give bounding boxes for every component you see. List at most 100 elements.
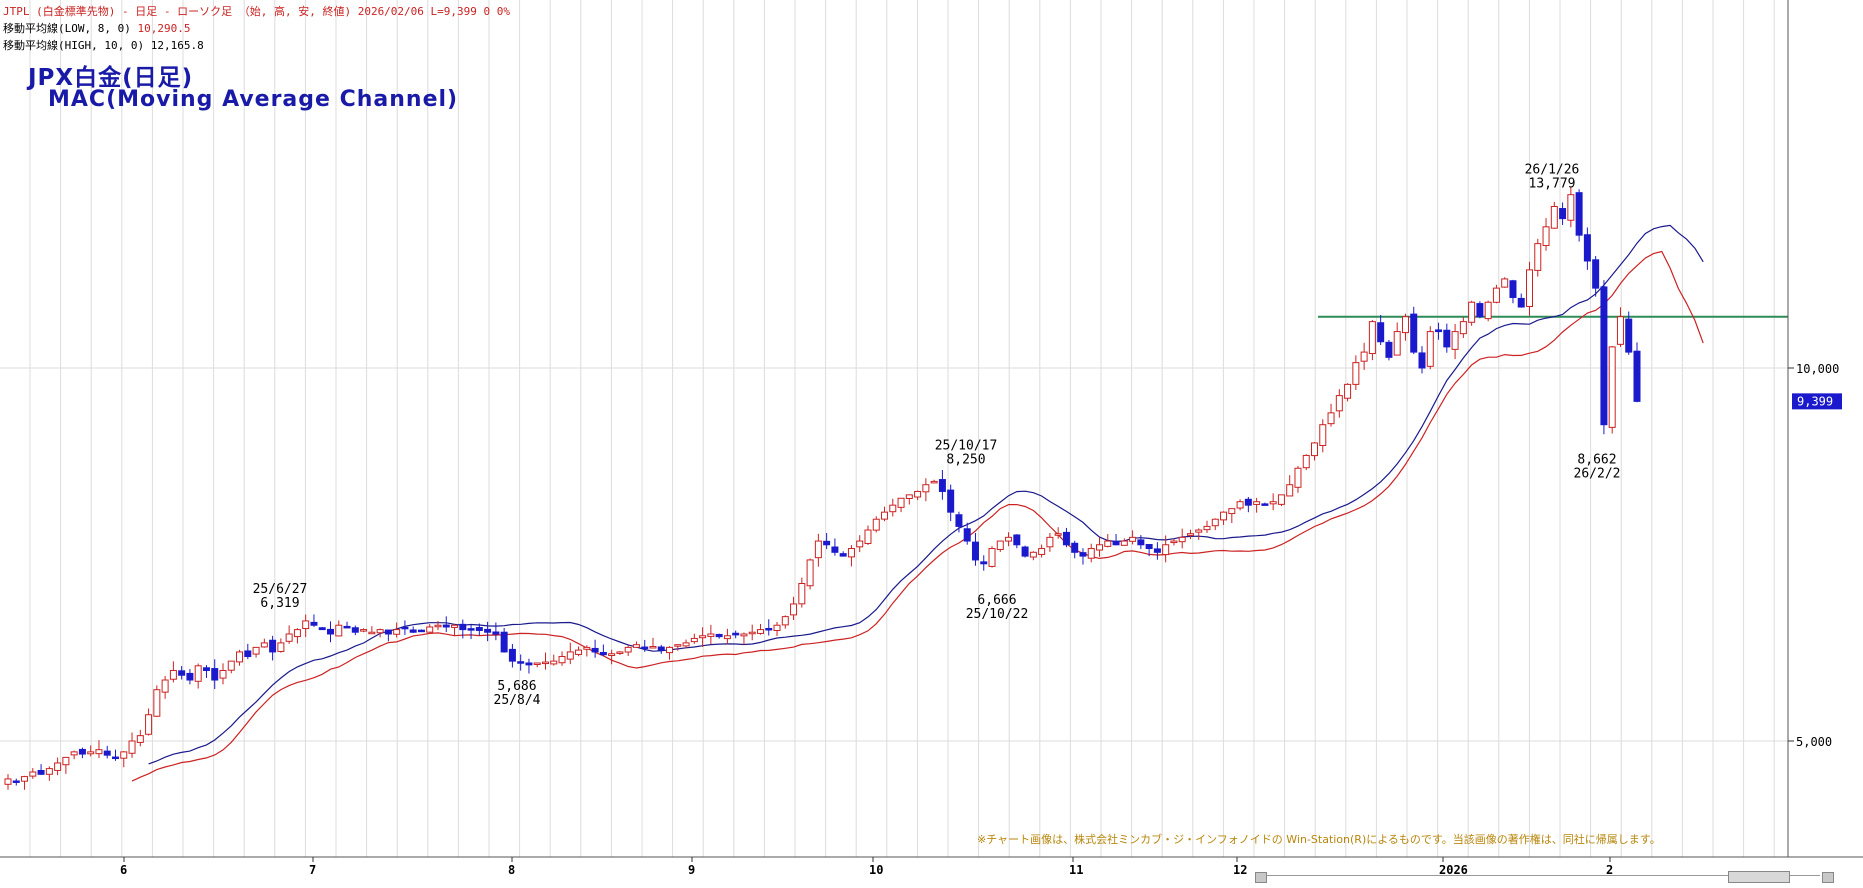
annotation-date: 25/10/17: [935, 439, 998, 454]
candle-down: [1517, 297, 1525, 308]
candle-up: [616, 651, 624, 654]
candle-down: [938, 479, 946, 492]
candle-up: [236, 651, 244, 663]
candle-down: [326, 628, 334, 635]
candle-down: [1145, 544, 1153, 550]
candle-up: [1344, 383, 1352, 399]
candle-up: [575, 649, 583, 655]
candle-down: [1021, 546, 1029, 557]
candle-down: [1418, 352, 1426, 369]
candle-down: [599, 651, 607, 656]
candle-up: [1294, 467, 1302, 488]
candle-up: [1550, 206, 1558, 229]
candle-up: [54, 762, 62, 771]
candle-down: [78, 748, 86, 755]
candle-down: [1625, 318, 1633, 353]
candle-up: [566, 651, 574, 660]
current-price-label: 9,399: [1797, 394, 1833, 408]
candle-up: [120, 751, 128, 759]
candle-up: [1393, 331, 1401, 356]
scroll-left-button[interactable]: [1255, 872, 1267, 883]
candle-down: [831, 546, 839, 553]
candle-up: [1087, 548, 1095, 559]
annotation-value: 6,666: [977, 593, 1016, 608]
candle-down: [1410, 313, 1418, 353]
candle-up: [335, 624, 343, 637]
candle-up: [922, 484, 930, 493]
candle-up: [1608, 346, 1616, 428]
candle-up: [806, 559, 814, 587]
candle-down: [1509, 280, 1517, 298]
candle-up: [161, 679, 169, 693]
candle-up: [62, 756, 70, 766]
candle-down: [459, 623, 467, 631]
candle-up: [1203, 525, 1211, 531]
scroll-right-button[interactable]: [1822, 872, 1834, 883]
candle-down: [37, 770, 45, 775]
candle-up: [1401, 316, 1409, 334]
candle-up: [533, 662, 541, 665]
candle-up: [1211, 518, 1219, 527]
candle-up: [674, 644, 682, 647]
chart-subtitle: MAC(Moving Average Channel): [48, 87, 459, 112]
candle-up: [1451, 331, 1459, 350]
candle-up: [773, 624, 781, 631]
candle-up: [723, 635, 731, 640]
candle-up: [1468, 301, 1476, 323]
candle-up: [889, 504, 897, 513]
candle-down: [1633, 350, 1641, 402]
ma-low-label: 移動平均線(LOW, 8, 0): [3, 22, 131, 35]
candle-up: [219, 669, 227, 679]
candle-down: [269, 639, 277, 653]
candle-up: [302, 620, 310, 630]
ma-low-line: [131, 250, 1704, 782]
candle-up: [988, 548, 996, 567]
candle-up: [29, 771, 37, 777]
candle-down: [839, 553, 847, 557]
candle-down: [343, 625, 351, 629]
candle-up: [847, 548, 855, 558]
candle-up: [1484, 301, 1492, 320]
candle-down: [1583, 234, 1591, 262]
candle-up: [21, 776, 29, 782]
candle-down: [1071, 542, 1079, 553]
x-tick-label: 2: [1606, 863, 1613, 877]
candle-up: [930, 480, 938, 484]
candle-down: [318, 627, 326, 631]
candle-down: [409, 629, 417, 633]
candle-up: [376, 629, 384, 634]
candle-up: [45, 768, 53, 775]
candle-up: [1096, 544, 1104, 551]
y-tick-label: 10,000: [1796, 362, 1839, 376]
candle-up: [451, 624, 459, 628]
annotation-value: 8,250: [946, 453, 985, 468]
ma-low-legend: 移動平均線(LOW, 8, 0) 10,290.5: [3, 20, 190, 36]
candle-up: [95, 749, 103, 755]
candle-down: [1153, 548, 1161, 553]
candle-up: [1352, 362, 1360, 385]
candle-down: [508, 648, 516, 662]
candle-down: [1062, 531, 1070, 546]
candle-up: [798, 583, 806, 605]
candle-up: [145, 714, 153, 735]
candle-down: [103, 750, 111, 756]
x-tick-label: 7: [309, 863, 316, 877]
candle-down: [484, 628, 492, 633]
scrollbar-thumb[interactable]: [1728, 871, 1790, 883]
candle-up: [1327, 412, 1335, 425]
ma-high-value: 12,165.8: [150, 39, 204, 52]
candle-down: [963, 528, 971, 542]
candle-up: [194, 665, 202, 682]
candle-up: [632, 644, 640, 648]
candles: [4, 187, 1641, 790]
candle-up: [260, 642, 268, 648]
horizontal-scrollbar[interactable]: [1260, 875, 1820, 884]
candle-down: [186, 672, 194, 681]
candle-up: [1616, 316, 1624, 345]
x-tick-label: 9: [688, 863, 695, 877]
candle-down: [1377, 322, 1385, 343]
candle-up: [881, 511, 889, 520]
candle-down: [211, 668, 219, 681]
candle-down: [1592, 259, 1600, 289]
candle-up: [252, 646, 260, 655]
